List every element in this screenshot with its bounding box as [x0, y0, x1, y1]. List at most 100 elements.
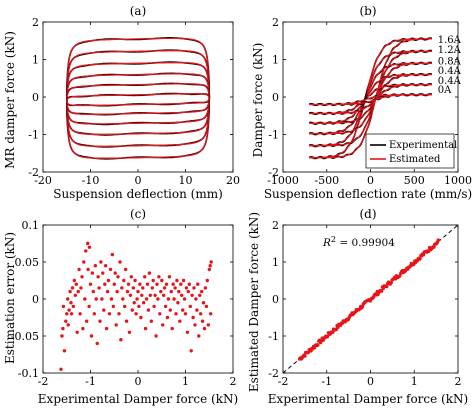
panel-c-point-43 [98, 319, 102, 323]
panel-c: -2 -1 0 1 2 -0.1 -0.05 0 0.05 0.1 [11, 219, 237, 388]
panel-c-point-37 [92, 312, 97, 316]
panel-c-title: (c) [130, 207, 146, 221]
panel-c-point-52 [106, 278, 111, 283]
panel-c-point-6 [65, 312, 69, 316]
panel-b-ytick-label: -2 [268, 166, 279, 179]
panel-c-point-9 [67, 308, 71, 312]
panel-d-point-138 [418, 257, 422, 261]
panel-c-point-135 [185, 330, 190, 334]
panel-a-ytick-label: -2 [28, 166, 39, 179]
panel-c-point-57 [111, 304, 116, 309]
panel-c-point-56 [110, 252, 115, 257]
panel-c-point-65 [119, 338, 123, 342]
panel-c-point-94 [146, 308, 151, 312]
panel-b-xtick-label: 1000 [444, 174, 472, 187]
panel-c-point-122 [173, 286, 177, 290]
panel-c-point-105 [157, 275, 161, 279]
panel-c-point-118 [169, 289, 173, 294]
panel-d-point-10 [306, 350, 310, 355]
panel-b-estimated-down-0 [309, 38, 432, 159]
panel-c-point-124 [175, 278, 179, 283]
panel-c-point-98 [150, 286, 154, 290]
panel-c-ytick-label: -0.05 [11, 330, 39, 343]
panel-c-point-154 [203, 286, 208, 290]
panel-c-point-97 [149, 319, 153, 323]
panel-c-point-127 [178, 319, 182, 323]
panel-c-xtick-label: -1 [85, 375, 96, 388]
panel-d-point-100 [385, 284, 389, 289]
panel-c-point-117 [168, 308, 172, 312]
panel-a-xtick-label: 0 [135, 174, 142, 187]
panel-c-point-134 [184, 286, 189, 290]
panel-d-xlabel: Experimental Damper force (kN) [268, 392, 468, 406]
panel-d-xtick-label: 0 [367, 375, 374, 388]
panel-c-point-156 [205, 278, 209, 283]
panel-c-point-84 [137, 304, 141, 309]
panel-c-point-26 [83, 297, 87, 301]
panel-c-point-64 [118, 260, 122, 264]
panel-c-point-159 [208, 264, 212, 268]
panel-a-xtick-label: 20 [226, 174, 240, 187]
panel-a-experimental-loop-0 [66, 36, 211, 160]
panel-c-point-100 [152, 304, 156, 309]
panel-b-ytick-label: 0 [272, 91, 279, 104]
panel-c-point-109 [161, 323, 165, 327]
panel-a-xtick-label: 10 [179, 174, 193, 187]
panel-c-point-78 [131, 286, 135, 290]
panel-c-point-119 [170, 326, 174, 331]
panel-a-experimental-loop-3 [66, 72, 211, 126]
panel-c-point-128 [179, 282, 183, 286]
panel-b-current-label-5: 0A [438, 85, 452, 96]
panel-b-current-label-1: 1.2A [438, 45, 462, 56]
panel-c-point-14 [71, 304, 76, 309]
panel-c-point-20 [77, 267, 81, 272]
panel-c-point-106 [158, 312, 162, 316]
panel-c-point-40 [95, 341, 99, 346]
panel-c-point-151 [200, 319, 205, 323]
panel-c-point-80 [133, 278, 137, 283]
panel-c-point-116 [167, 275, 172, 279]
panel-c-point-87 [140, 293, 144, 297]
panel-c-point-21 [78, 312, 82, 316]
panel-c-xlabel: Experimental Damper force (kN) [38, 392, 238, 406]
panel-d-xtick-label: 1 [411, 375, 418, 388]
panel-d-point-21 [316, 343, 320, 347]
panel-c-point-74 [127, 330, 132, 334]
panel-c-ylabel: Estimation error (kN) [3, 232, 17, 364]
panel-c-point-46 [101, 271, 105, 275]
panel-c-point-34 [89, 334, 94, 338]
panel-c-point-132 [182, 297, 187, 301]
panel-b-legend-box [365, 133, 455, 169]
panel-c-point-110 [162, 293, 166, 297]
panel-c-point-147 [197, 334, 201, 338]
r-squared-symbol: R [322, 237, 331, 249]
panel-b-legend-estimated-label: Estimated [389, 154, 441, 165]
panel-b: -1000 -500 0 500 1000-2-10121.6A1.2A0.8A0.4A… [267, 16, 472, 187]
panel-c-point-27 [84, 249, 88, 253]
panel-c-point-112 [163, 304, 168, 309]
panel-c-point-144 [194, 297, 198, 301]
panel-a-estimated-loop-5 [66, 93, 210, 107]
panel-c-point-42 [97, 286, 101, 290]
panel-c-point-129 [180, 293, 184, 297]
panel-d-ytick-label: -1 [268, 330, 279, 343]
panel-c-point-157 [206, 323, 210, 327]
panel-d-point-115 [398, 274, 402, 278]
panel-b-xtick-label: -500 [314, 174, 339, 187]
panel-c-point-142 [192, 286, 196, 290]
panel-a-ytick-label: 2 [32, 16, 39, 29]
panel-c-point-115 [166, 297, 171, 301]
panel-b-ylabel: Damper force (kN) [251, 43, 265, 158]
panel-c-point-35 [90, 271, 95, 275]
panel-c-point-67 [121, 297, 125, 301]
panel-b-estimated-down-1 [309, 50, 432, 147]
panel-c-point-138 [188, 304, 192, 309]
panel-c-xtick-label: 0 [135, 375, 142, 388]
panel-c-point-140 [190, 293, 194, 297]
panel-c-point-155 [204, 304, 209, 309]
panel-c-point-45 [100, 297, 104, 301]
panel-c-point-49 [104, 264, 108, 268]
panel-b-current-label-0: 1.6A [438, 35, 462, 46]
panel-c-point-153 [202, 326, 207, 331]
